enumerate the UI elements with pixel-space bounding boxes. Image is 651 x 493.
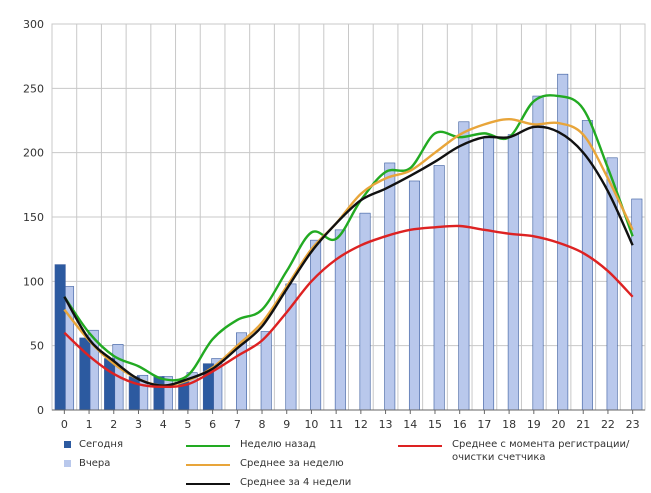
x-tick-label: 3 <box>135 418 142 431</box>
y-tick-label: 250 <box>23 82 44 95</box>
y-tick-label: 50 <box>30 340 44 353</box>
bar-yesterday <box>260 331 272 411</box>
bar-yesterday <box>507 134 519 411</box>
legend-swatch-yesterday <box>64 460 71 467</box>
legend-item-yesterday: Вчера <box>64 457 110 470</box>
bar-yesterday <box>631 198 643 411</box>
legend-item-today: Сегодня <box>64 438 123 451</box>
x-tick-label: 6 <box>209 418 216 431</box>
line-series-0 <box>63 94 634 382</box>
y-tick-label: 300 <box>23 18 44 31</box>
x-tick-label: 11 <box>329 418 343 431</box>
legend-item-since-reset: Среднее с момента регистрации/очистки сч… <box>398 438 642 464</box>
x-tick-label: 23 <box>626 418 640 431</box>
x-tick-label: 15 <box>428 418 442 431</box>
x-tick-label: 8 <box>259 418 266 431</box>
x-tick-label: 22 <box>601 418 615 431</box>
y-tick-label: 100 <box>23 275 44 288</box>
legend-label-4week-avg: Среднее за 4 недели <box>240 477 352 488</box>
x-tick-label: 0 <box>61 418 68 431</box>
x-tick-label: 5 <box>184 418 191 431</box>
legend-item-week-avg: Среднее за неделю <box>186 457 344 470</box>
x-tick-label: 18 <box>502 418 516 431</box>
x-tick-label: 20 <box>552 418 566 431</box>
legend-line-week-ago <box>186 445 230 447</box>
x-tick-label: 13 <box>379 418 393 431</box>
bar-today <box>54 264 66 411</box>
x-tick-label: 12 <box>354 418 368 431</box>
legend-swatch-today <box>64 441 71 448</box>
y-tick-label: 200 <box>23 147 44 160</box>
legend-label-week-avg: Среднее за неделю <box>240 458 344 469</box>
legend-item-4week-avg: Среднее за 4 недели <box>186 476 351 489</box>
bars <box>54 73 643 411</box>
x-tick-label: 14 <box>403 418 417 431</box>
x-tick-label: 16 <box>453 418 467 431</box>
line-series-3 <box>63 224 634 389</box>
x-tick-label: 19 <box>527 418 541 431</box>
y-tick-label: 150 <box>23 211 44 224</box>
legend-line-since-reset <box>398 445 442 447</box>
bar-yesterday <box>408 180 420 411</box>
x-tick-label: 1 <box>86 418 93 431</box>
bar-yesterday <box>458 121 470 411</box>
line-series-2 <box>63 125 634 387</box>
bar-yesterday <box>433 165 445 411</box>
legend-label-today: Сегодня <box>79 439 123 450</box>
legend-item-week-ago: Неделю назад <box>186 438 316 451</box>
bar-yesterday <box>384 162 396 411</box>
x-tick-label: 7 <box>234 418 241 431</box>
bar-yesterday <box>532 95 544 411</box>
y-tick-label: 0 <box>37 404 44 417</box>
legend-label-yesterday: Вчера <box>79 458 111 469</box>
grid <box>51 23 646 411</box>
x-tick-label: 10 <box>304 418 318 431</box>
bar-yesterday <box>310 239 322 411</box>
legend-label-since-reset: Среднее с момента регистрации/очистки сч… <box>452 439 630 463</box>
bar-today <box>104 358 116 411</box>
legend-line-week-avg <box>186 464 230 466</box>
legend-line-4week-avg <box>186 483 230 485</box>
legend-label-week-ago: Неделю назад <box>240 439 316 450</box>
x-tick-label: 21 <box>576 418 590 431</box>
x-tick-label: 17 <box>477 418 491 431</box>
x-tick-label: 9 <box>283 418 290 431</box>
x-tick-label: 2 <box>110 418 117 431</box>
legend: Сегодня Вчера Неделю назад Среднее за не… <box>0 436 651 493</box>
x-tick-label: 4 <box>160 418 167 431</box>
bar-today <box>153 376 165 411</box>
lines <box>63 94 634 389</box>
bar-yesterday <box>483 136 495 411</box>
